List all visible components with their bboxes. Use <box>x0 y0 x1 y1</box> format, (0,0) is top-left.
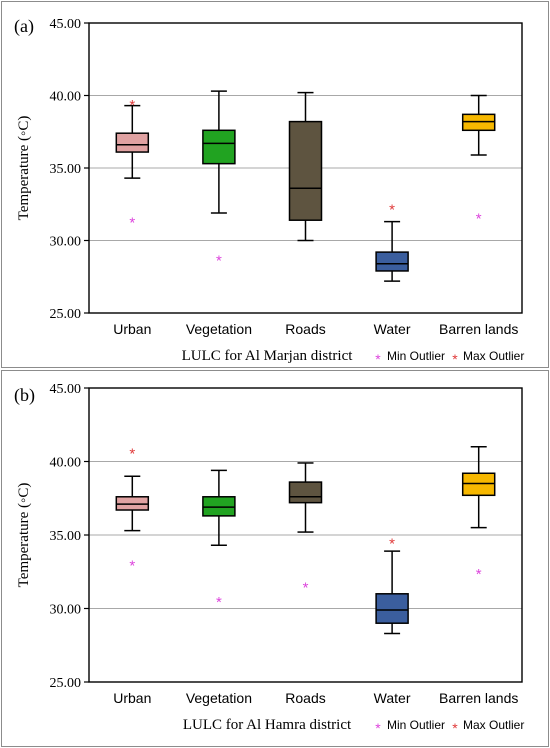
y-tick-label: 35.00 <box>50 529 82 544</box>
min-outlier: * <box>476 566 482 583</box>
box-barren-lands: * <box>461 446 496 583</box>
legend-max-outlier-label: Max Outlier <box>463 349 524 363</box>
y-tick-label: 45.00 <box>50 382 82 397</box>
x-tick-label: Water <box>374 690 411 706</box>
box-vegetation: * <box>202 469 236 611</box>
box-urban: ** <box>115 446 150 574</box>
box-roads <box>288 91 323 242</box>
x-tick-label: Urban <box>113 321 151 337</box>
max-outlier: * <box>129 446 135 463</box>
box-barren-lands: * <box>461 94 496 227</box>
min-outlier: * <box>129 557 135 574</box>
legend-max-outlier-marker: * <box>452 720 458 736</box>
chart-a-svg: 45.00 40.00 35.00 30.00 25.00 Temperature (◦C… <box>14 16 524 367</box>
x-axis-label: LULC for Al Marjan district <box>182 348 354 364</box>
y-tick-label: 40.00 <box>50 456 82 471</box>
max-outlier: * <box>389 535 395 552</box>
box-body <box>288 481 323 504</box>
box-body <box>202 129 236 165</box>
legend-min-outlier-marker: * <box>375 351 381 367</box>
min-outlier: * <box>216 594 222 611</box>
legend-max-outlier-label: Max Outlier <box>463 718 524 732</box>
y-tick-label: 35.00 <box>50 162 82 177</box>
chart-b-svg: 45.00 40.00 35.00 30.00 25.00 Temperature (◦C… <box>14 382 524 736</box>
x-tick-label: Vegetation <box>186 690 252 706</box>
x-tick-label: Roads <box>285 690 325 706</box>
max-outlier: * <box>129 97 135 114</box>
y-tick-label: 25.00 <box>50 307 82 322</box>
y-tick-label: 25.00 <box>50 676 82 691</box>
legend-max-outlier-marker: * <box>452 351 458 367</box>
min-outlier: * <box>129 215 135 232</box>
y-tick-label: 30.00 <box>50 235 82 250</box>
panel-label: (a) <box>14 16 34 37</box>
box-water: * <box>375 202 409 282</box>
legend-min-outlier-label: Min Outlier <box>387 718 445 732</box>
y-tick-label: 45.00 <box>50 17 82 32</box>
min-outlier: * <box>303 579 309 596</box>
min-outlier: * <box>216 252 222 269</box>
y-axis-label: Temperature (◦C) <box>16 483 32 588</box>
legend-min-outlier-label: Min Outlier <box>387 349 445 363</box>
x-tick-label: Barren lands <box>439 690 518 706</box>
box-urban: ** <box>115 97 150 232</box>
x-tick-label: Barren lands <box>439 321 518 337</box>
y-tick-label: 30.00 <box>50 603 82 618</box>
box-body <box>115 132 150 153</box>
box-body <box>375 251 409 272</box>
x-tick-label: Vegetation <box>186 321 252 337</box>
box-body <box>375 593 409 624</box>
x-tick-label: Water <box>374 321 411 337</box>
panel-label: (b) <box>14 385 35 406</box>
min-outlier: * <box>476 210 482 227</box>
box-water: * <box>375 535 409 635</box>
y-tick-label: 40.00 <box>50 90 82 105</box>
x-tick-label: Urban <box>113 690 151 706</box>
chart-panel-a: 45.00 40.00 35.00 30.00 25.00 Temperature (◦C… <box>1 1 549 368</box>
max-outlier: * <box>389 202 395 219</box>
x-axis-label: LULC for Al Hamra district <box>183 717 352 733</box>
x-tick-label: Roads <box>285 321 325 337</box>
box-body <box>288 120 323 221</box>
y-axis-label: Temperature (◦C) <box>16 116 32 221</box>
box-roads: * <box>288 462 323 596</box>
legend-min-outlier-marker: * <box>375 720 381 736</box>
box-vegetation: * <box>202 90 236 269</box>
chart-panel-b: 45.00 40.00 35.00 30.00 25.00 Temperature (◦C… <box>1 370 549 747</box>
